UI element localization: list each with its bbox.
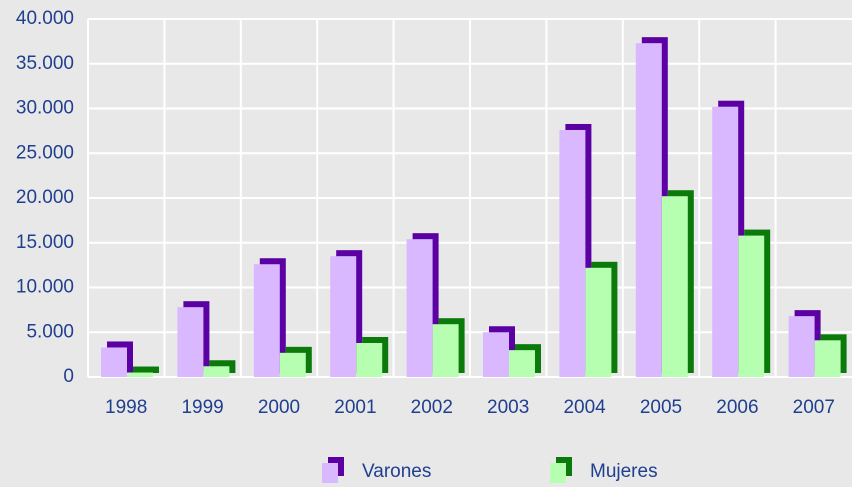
bar bbox=[712, 106, 739, 378]
x-tick-label: 2007 bbox=[793, 397, 835, 418]
bar bbox=[177, 307, 204, 377]
x-tick-label: 2001 bbox=[334, 397, 376, 418]
bar bbox=[127, 372, 153, 377]
x-tick-label: 2004 bbox=[563, 397, 606, 418]
x-tick-label: 2003 bbox=[487, 397, 529, 418]
x-tick-label: 2000 bbox=[258, 397, 300, 418]
bar bbox=[635, 43, 662, 377]
bar bbox=[279, 352, 306, 377]
bar bbox=[509, 350, 535, 377]
legend-swatch bbox=[322, 463, 338, 483]
y-tick-label: 35.000 bbox=[16, 53, 74, 74]
bar bbox=[788, 316, 815, 377]
bar bbox=[101, 347, 127, 377]
bar bbox=[483, 332, 509, 377]
bar bbox=[738, 235, 765, 377]
bar bbox=[814, 340, 841, 377]
legend-label: Varones bbox=[362, 461, 431, 482]
x-tick-label: 1999 bbox=[181, 397, 223, 418]
x-tick-label: 1998 bbox=[105, 397, 147, 418]
y-tick-label: 40.000 bbox=[16, 8, 74, 29]
bar bbox=[661, 196, 688, 377]
y-tick-label: 30.000 bbox=[16, 98, 74, 119]
legend-swatch bbox=[550, 463, 566, 483]
bar bbox=[432, 324, 459, 377]
bar-shadow bbox=[133, 366, 159, 373]
bar bbox=[356, 342, 383, 377]
y-tick-label: 15.000 bbox=[16, 232, 74, 253]
bar bbox=[330, 256, 357, 377]
y-tick-label: 0 bbox=[63, 366, 74, 387]
x-tick-label: 2005 bbox=[640, 397, 682, 418]
bar bbox=[253, 264, 280, 377]
y-tick-label: 20.000 bbox=[16, 187, 74, 208]
bar bbox=[585, 267, 612, 377]
bar bbox=[559, 129, 586, 377]
legend-label: Mujeres bbox=[590, 461, 658, 482]
bar bbox=[203, 366, 230, 377]
y-tick-label: 25.000 bbox=[16, 142, 74, 163]
y-tick-label: 5.000 bbox=[26, 321, 74, 342]
bar bbox=[406, 239, 433, 377]
x-tick-label: 2002 bbox=[411, 397, 453, 418]
y-tick-label: 10.000 bbox=[16, 277, 74, 298]
x-tick-label: 2006 bbox=[716, 397, 758, 418]
